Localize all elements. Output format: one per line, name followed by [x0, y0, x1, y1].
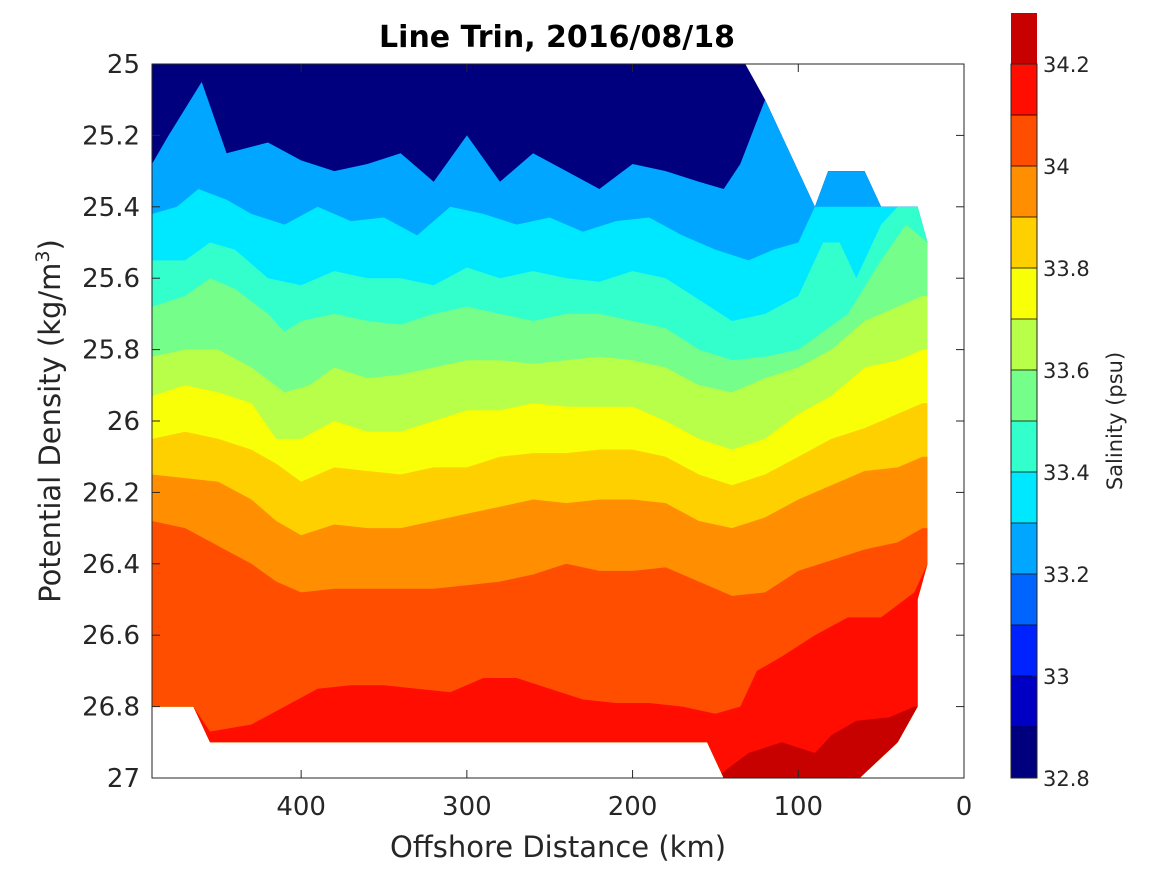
y-tick-label: 26.8 — [82, 693, 140, 723]
colorbar-swatch — [1011, 625, 1037, 677]
colorbar-swatch — [1011, 574, 1037, 626]
x-tick-label: 400 — [276, 792, 326, 822]
colorbar-label: Salinity (psu) — [1103, 352, 1127, 490]
y-tick-label: 25 — [107, 50, 140, 80]
colorbar-tick-label: 33.4 — [1043, 461, 1090, 485]
y-tick-label: 27 — [107, 764, 140, 794]
colorbar-tick-label: 34.2 — [1043, 53, 1090, 77]
y-axis-ticks: 25 25.2 25.4 25.6 25.8 26 26.2 26.4 26.6 26.8 27 — [82, 50, 964, 794]
colorbar-tick-label: 34 — [1043, 155, 1070, 179]
colorbar-swatch — [1011, 421, 1037, 473]
x-tick-label: 200 — [608, 792, 658, 822]
colorbar-frame — [1010, 63, 1038, 779]
contour-bands — [152, 64, 928, 778]
x-axis-ticks: 400 300 200 100 0 — [276, 64, 972, 822]
chart-title: Line Trin, 2016/08/18 — [379, 20, 735, 55]
y-axis-label-close: ) — [33, 239, 67, 250]
colorbar-ticks: 32.8 33 33.2 33.4 33.6 33.8 34 34.2 — [1032, 53, 1090, 791]
y-tick-label: 25.8 — [82, 336, 140, 366]
x-tick-label: 0 — [956, 792, 973, 822]
colorbar-swatch — [1011, 523, 1037, 575]
y-axis-label-main: Potential Density (kg/m — [33, 263, 67, 603]
y-tick-label: 26.6 — [82, 621, 140, 651]
colorbar-tick-label: 32.8 — [1043, 767, 1090, 791]
colorbar-swatch — [1011, 676, 1037, 728]
y-tick-label: 26.4 — [82, 550, 140, 580]
colorbar-tick-label: 33.8 — [1043, 257, 1090, 281]
x-tick-label: 300 — [442, 792, 492, 822]
y-tick-label: 26 — [107, 407, 140, 437]
colorbar-swatch — [1011, 64, 1037, 116]
y-tick-label: 26.2 — [82, 478, 140, 508]
colorbar-tick-label: 33.6 — [1043, 359, 1090, 383]
y-tick-label: 25.2 — [82, 121, 140, 151]
x-axis-label: Offshore Distance (km) — [390, 830, 726, 864]
y-tick-label: 25.4 — [82, 193, 140, 223]
x-tick-label: 100 — [773, 792, 823, 822]
colorbar-swatch — [1011, 472, 1037, 524]
y-axis-label-superscript: 3 — [32, 250, 54, 262]
colorbar — [1011, 13, 1037, 779]
colorbar-tick-label: 33 — [1043, 665, 1070, 689]
colorbar-swatch — [1011, 268, 1037, 320]
colorbar-swatch — [1011, 727, 1037, 779]
colorbar-swatch — [1011, 115, 1037, 167]
colorbar-swatch — [1011, 319, 1037, 371]
colorbar-swatch — [1011, 13, 1037, 65]
colorbar-swatch — [1011, 166, 1037, 218]
colorbar-tick-label: 33.2 — [1043, 563, 1090, 587]
y-axis-label: Potential Density (kg/m3) — [32, 239, 67, 603]
colorbar-swatch — [1011, 370, 1037, 422]
y-tick-label: 25.6 — [82, 264, 140, 294]
colorbar-swatch — [1011, 217, 1037, 269]
